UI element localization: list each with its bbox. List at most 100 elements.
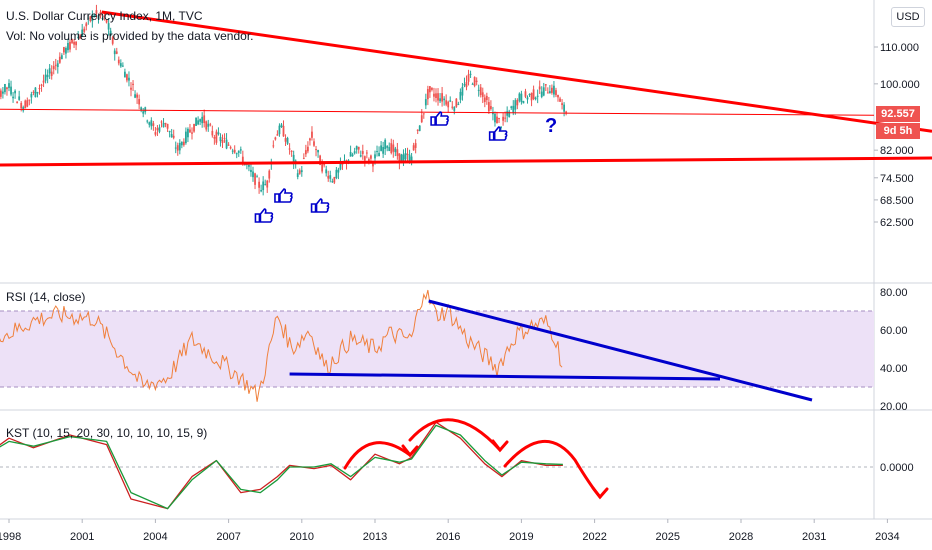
- candle-body: [89, 16, 92, 22]
- candle-body: [288, 148, 291, 150]
- candle-body: [8, 83, 10, 89]
- candle-body: [475, 80, 478, 82]
- candle-body: [315, 149, 317, 151]
- kst-tick-label: 0.0000: [880, 462, 914, 474]
- rsi-pane-label: RSI (14, close): [6, 290, 86, 304]
- candle-body: [487, 102, 490, 112]
- candle-body: [63, 47, 65, 53]
- rsi-tick-label: 20.00: [880, 401, 908, 413]
- rsi-line: [0, 289, 563, 402]
- candle-body: [368, 158, 370, 162]
- price-tick-label: 62.500: [880, 217, 914, 229]
- candle-body: [52, 66, 55, 70]
- candle-body: [402, 154, 405, 162]
- candle-body: [461, 86, 464, 96]
- candle-body: [457, 103, 460, 105]
- candle-body: [335, 169, 338, 179]
- candle-body: [264, 184, 267, 186]
- candle-body: [309, 138, 311, 141]
- candle-body: [441, 93, 443, 102]
- candle-body: [311, 131, 313, 138]
- candle-body: [557, 95, 559, 98]
- candle-body: [372, 162, 374, 167]
- candle-body: [233, 149, 236, 153]
- thumbs-up-shape: [430, 111, 449, 126]
- time-tick-label: 1998: [0, 531, 21, 543]
- candle-body: [10, 86, 12, 95]
- candle-body: [83, 28, 86, 32]
- candle-body: [85, 23, 88, 27]
- candle-body: [451, 106, 454, 108]
- candle-body: [313, 141, 315, 146]
- candle-body: [28, 99, 31, 101]
- time-tick-label: 2022: [582, 531, 606, 543]
- candle-body: [91, 14, 94, 22]
- candle-body: [272, 145, 275, 147]
- candle-body: [117, 59, 120, 64]
- candle-body: [128, 77, 130, 81]
- candle-body: [164, 122, 167, 125]
- candle-body: [109, 30, 112, 36]
- candle-body: [339, 163, 342, 170]
- candle-body: [126, 74, 128, 81]
- thumbs-up-icon: [430, 111, 449, 126]
- candle-body: [6, 87, 8, 90]
- thumbs-up-icon: [274, 188, 293, 203]
- candle-body: [317, 149, 319, 153]
- candle-body: [376, 150, 378, 152]
- candle-body: [508, 111, 511, 117]
- candle-body: [504, 117, 507, 119]
- candle-body: [54, 64, 57, 66]
- kst-arrow-rise-head: [401, 444, 419, 458]
- price-tick-label: 100.000: [880, 79, 920, 91]
- rsi-tick-label: 60.00: [880, 325, 908, 337]
- candle-body: [77, 36, 80, 39]
- candle-body: [203, 115, 206, 123]
- candle-body: [75, 41, 77, 46]
- candle-body: [69, 41, 71, 50]
- time-tick-label: 2028: [729, 531, 753, 543]
- candle-body: [209, 124, 212, 126]
- candle-body: [278, 125, 281, 135]
- candle-body: [24, 100, 27, 109]
- candle-body: [386, 146, 389, 148]
- candle-body: [492, 112, 494, 115]
- candle-body: [241, 156, 244, 163]
- candle-body: [111, 37, 114, 44]
- candle-body: [148, 122, 151, 125]
- candle-body: [191, 132, 193, 134]
- time-tick-label: 2013: [363, 531, 387, 543]
- candle-body: [520, 93, 523, 103]
- candle-body: [429, 86, 431, 93]
- candle-body: [298, 170, 301, 174]
- candle-body: [459, 91, 462, 100]
- candle-body: [268, 170, 271, 179]
- candle-body: [79, 36, 82, 39]
- candle-body: [400, 154, 403, 161]
- candle-body: [524, 91, 527, 97]
- candle-body: [390, 143, 393, 154]
- candle-body: [65, 48, 67, 54]
- candle-body: [258, 181, 260, 188]
- candle-body: [56, 63, 59, 68]
- time-tick-label: 2016: [436, 531, 460, 543]
- candle-body: [26, 100, 29, 107]
- time-tick-label: 2004: [143, 531, 167, 543]
- candle-body: [160, 121, 163, 123]
- candle-body: [435, 93, 437, 98]
- candle-body: [274, 137, 277, 140]
- candle-body: [534, 97, 537, 100]
- candle-body: [304, 150, 307, 155]
- candle-body: [32, 91, 35, 93]
- candle-body: [341, 163, 344, 165]
- currency-button[interactable]: USD: [891, 7, 925, 27]
- candle-body: [215, 131, 218, 143]
- candle-body: [483, 97, 486, 103]
- candle-body: [223, 137, 226, 139]
- candle-body: [398, 153, 401, 164]
- candle-body: [138, 99, 141, 105]
- candle-body: [463, 84, 466, 86]
- current-price-line: [0, 108, 875, 116]
- candle-body: [565, 111, 568, 113]
